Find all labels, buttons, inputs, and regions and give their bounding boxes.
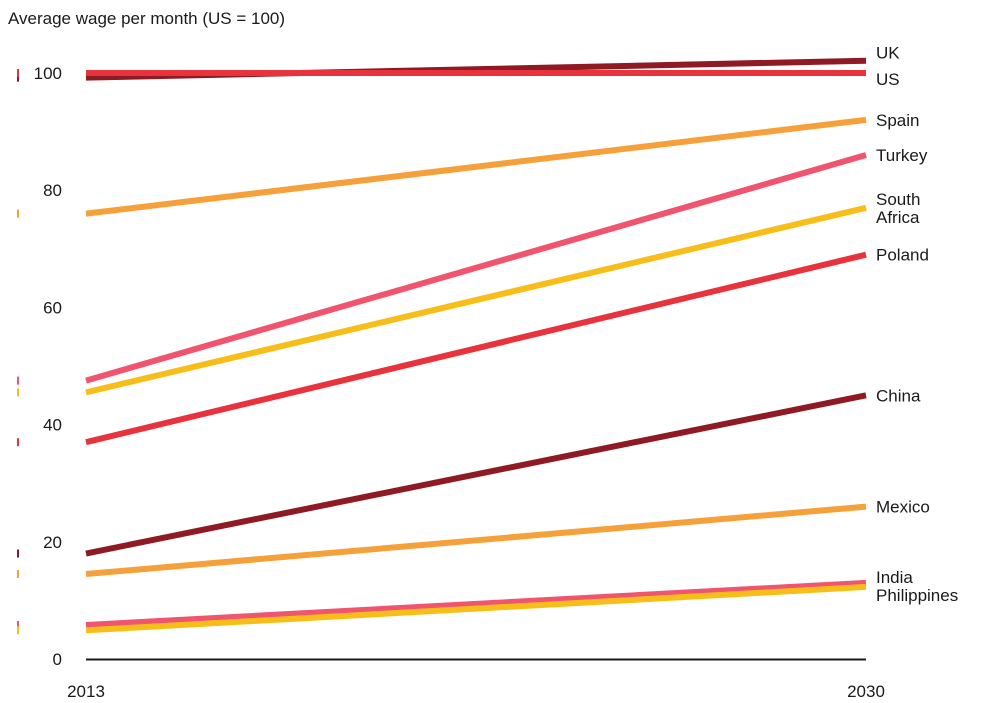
series-label-spain: Spain [876, 111, 919, 130]
series-label-philippines: Philippines [876, 586, 958, 605]
series-marker-spain [17, 209, 19, 218]
series-marker-uk [17, 73, 19, 82]
series-marker-poland [17, 438, 19, 447]
y-tick-label-0: 0 [53, 650, 62, 669]
series-line-india [85, 579, 867, 629]
chart-title: Average wage per month (US = 100) [8, 9, 286, 28]
series-marker-turkey [17, 376, 19, 385]
series-line-spain [85, 116, 867, 217]
series-label-south-africa: South Africa [876, 190, 920, 227]
series-line-philippines [85, 583, 867, 634]
series-label-china: China [876, 386, 921, 405]
y-tick-label-20: 20 [43, 533, 62, 552]
series-label-poland: Poland [876, 246, 929, 265]
series-label-uk: UK [876, 44, 900, 63]
series-line-south-africa [85, 204, 867, 396]
series-label-mexico: Mexico [876, 498, 930, 517]
series-marker-us [17, 69, 19, 77]
x-tick-label-2030: 2030 [847, 682, 885, 701]
series-label-turkey: Turkey [876, 146, 928, 165]
series-marker-mexico [17, 570, 19, 579]
series-line-turkey [85, 152, 867, 384]
series-marker-philippines [17, 626, 19, 635]
series-marker-china [17, 549, 19, 558]
series-marker-south-africa [17, 388, 19, 397]
y-tick-label-100: 100 [34, 64, 62, 83]
x-tick-label-2013: 2013 [67, 682, 105, 701]
series-line-mexico [85, 503, 867, 578]
series-line-poland [85, 251, 867, 446]
series-label-us: US [876, 70, 900, 89]
y-tick-label-80: 80 [43, 181, 62, 200]
series-marker-india [17, 621, 19, 630]
series-label-india: India [876, 568, 913, 587]
y-tick-label-60: 60 [43, 298, 62, 317]
y-tick-label-40: 40 [43, 416, 62, 435]
series-line-china [85, 392, 867, 557]
